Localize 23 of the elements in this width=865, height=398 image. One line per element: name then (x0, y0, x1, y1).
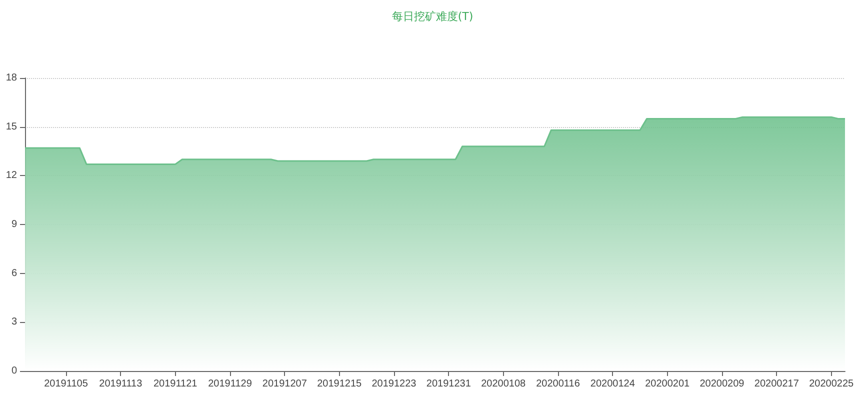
x-tick-label: 20191215 (317, 378, 362, 390)
x-tick-label: 20191223 (372, 378, 417, 390)
y-tick-label: 15 (6, 121, 18, 132)
y-tick-label: 12 (6, 170, 18, 182)
x-tick-label: 20191231 (426, 378, 472, 390)
x-tick-label: 20191207 (262, 378, 308, 390)
x-tick-label: 20191113 (99, 378, 143, 390)
x-tick-label: 20191105 (44, 378, 88, 390)
chart-title: 每日挖矿难度(T) (392, 10, 474, 23)
x-tick-label: 20200124 (590, 378, 636, 390)
x-tick-label: 20200225 (809, 378, 854, 390)
x-tick-label: 20200209 (700, 378, 745, 390)
y-tick-label: 0 (11, 366, 18, 376)
y-tick-label: 9 (11, 219, 18, 230)
y-tick-label: 6 (11, 268, 18, 279)
x-tick-label: 20191129 (208, 378, 252, 390)
y-tick-label: 3 (11, 316, 18, 328)
x-tick-label: 20200108 (481, 378, 526, 390)
x-tick-label: 20191121 (153, 378, 198, 390)
x-tick-label: 20200201 (645, 378, 690, 390)
y-tick-label: 18 (6, 72, 18, 84)
x-tick-label: 20200116 (536, 378, 580, 390)
x-tick-label: 20200217 (754, 378, 800, 390)
